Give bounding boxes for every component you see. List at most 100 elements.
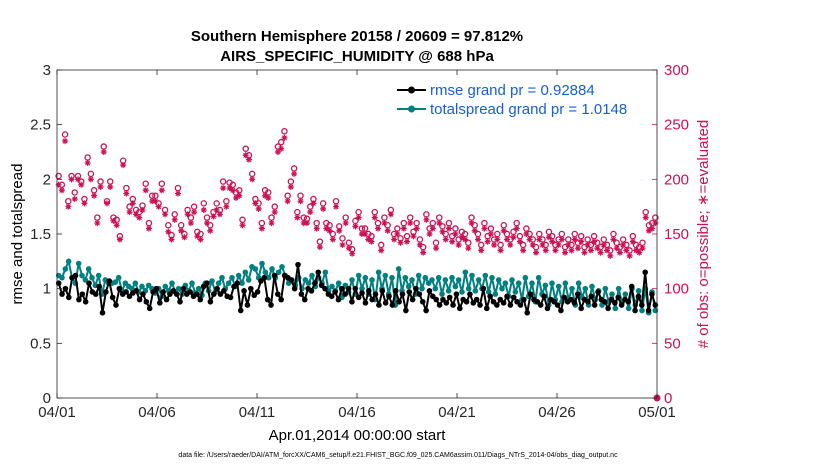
obs-evaluated-marker	[139, 206, 146, 213]
obs-evaluated-marker	[300, 220, 307, 227]
obs-evaluated-marker	[162, 211, 169, 218]
spread-point	[472, 288, 479, 294]
obs-evaluated-marker	[549, 238, 556, 245]
spread-point	[549, 280, 555, 287]
obs-evaluated-marker	[581, 249, 588, 256]
spread-point	[85, 266, 92, 272]
obs-evaluated-marker	[326, 227, 333, 234]
rmse-point	[436, 302, 443, 308]
rmse-point	[221, 288, 227, 294]
obs-evaluated-marker	[497, 247, 504, 254]
spread-point	[79, 272, 85, 279]
footnote: data file: /Users/raeder/DAI/ATM_forcXX/…	[178, 452, 618, 459]
obs-possible-marker	[213, 200, 220, 207]
y-left-tick-label: 2.5	[30, 117, 51, 134]
spread-point	[469, 272, 475, 279]
spread-point	[89, 274, 95, 281]
obs-evaluated-marker	[378, 247, 385, 254]
obs-evaluated-marker	[387, 211, 394, 218]
legend-rmse-label: rmse grand pr = 0.92884	[430, 82, 595, 99]
rmse-point	[477, 302, 483, 308]
rmse-point	[204, 280, 210, 287]
rmse-point	[268, 302, 274, 308]
obs-evaluated-marker	[394, 231, 401, 237]
rmse-point	[322, 285, 328, 292]
rmse-point	[153, 285, 160, 292]
obs-evaluated-marker	[220, 185, 227, 192]
rmse-point	[116, 285, 123, 292]
obs-evaluated-marker	[471, 227, 478, 234]
obs-possible-marker	[242, 145, 249, 152]
spread-point	[615, 285, 622, 292]
obs-evaluated-marker	[123, 190, 130, 197]
obs-evaluated-marker	[191, 209, 198, 216]
rmse-point	[315, 269, 322, 276]
obs-evaluated-marker	[113, 222, 120, 229]
rmse-point	[237, 307, 244, 314]
obs-evaluated-marker	[481, 225, 488, 232]
spread-point	[355, 272, 362, 279]
obs-possible-marker	[165, 222, 172, 229]
rmse-point	[244, 302, 251, 308]
rmse-point	[106, 278, 113, 284]
spread-point	[499, 285, 505, 292]
x-axis-label: Apr.01,2014 00:00:00 start	[269, 427, 447, 444]
spread-point	[369, 277, 375, 283]
obs-evaluated-marker	[91, 192, 98, 199]
obs-evaluated-marker	[513, 225, 520, 232]
obs-evaluated-marker	[355, 214, 362, 221]
legend-spread-label: totalspread grand pr = 1.0148	[430, 101, 627, 118]
rmse-point	[345, 285, 352, 292]
obs-evaluated-marker	[600, 241, 607, 248]
y-axis-right-label: # of obs: o=possible; ∗=evaluated	[695, 120, 712, 349]
rmse-point	[328, 293, 335, 300]
spread-point	[562, 280, 569, 287]
rmse-point	[113, 302, 119, 308]
spread-point	[432, 285, 439, 292]
obs-evaluated-marker	[233, 194, 240, 201]
spread-point	[462, 269, 469, 276]
obs-evaluated-marker	[55, 181, 62, 188]
spread-point	[635, 288, 642, 294]
x-tick-label: 04/11	[239, 404, 275, 421]
obs-evaluated-marker	[520, 247, 527, 254]
obs-evaluated-marker	[478, 247, 485, 254]
spread-point	[65, 258, 72, 265]
obs-evaluated-marker	[365, 236, 372, 243]
obs-evaluated-marker	[197, 236, 204, 243]
obs-evaluated-marker	[171, 216, 178, 223]
spread-point	[162, 283, 169, 290]
rmse-point	[214, 285, 220, 292]
rmse-point	[591, 302, 598, 308]
rmse-point	[312, 280, 318, 287]
rmse-point	[136, 296, 143, 303]
spread-point	[625, 305, 632, 312]
obs-evaluated-marker	[116, 236, 123, 243]
obs-evaluated-marker	[491, 241, 498, 248]
spread-point	[382, 272, 389, 279]
rmse-point	[308, 288, 315, 294]
obs-evaluated-marker	[71, 196, 78, 203]
rmse-point	[355, 294, 362, 301]
obs-evaluated-marker	[562, 249, 569, 256]
rmse-point	[379, 288, 386, 294]
obs-evaluated-marker	[329, 236, 336, 243]
spread-point	[589, 283, 595, 290]
obs-evaluated-marker	[474, 236, 481, 243]
rmse-point	[227, 294, 234, 301]
obs-evaluated-marker	[310, 200, 317, 207]
rmse-point	[92, 291, 99, 297]
spread-point	[449, 274, 455, 281]
obs-evaluated-marker	[258, 225, 265, 232]
obs-evaluated-marker	[587, 247, 594, 254]
obs-evaluated-marker	[142, 187, 149, 194]
obs-evaluated-marker	[262, 192, 269, 199]
rmse-point	[295, 261, 301, 268]
rmse-point	[79, 291, 86, 297]
obs-evaluated-marker	[304, 220, 310, 227]
rmse-point	[628, 283, 635, 290]
obs-evaluated-marker	[81, 200, 88, 207]
rmse-point	[416, 291, 423, 297]
spread-point	[569, 285, 575, 292]
rmse-point	[642, 269, 649, 276]
